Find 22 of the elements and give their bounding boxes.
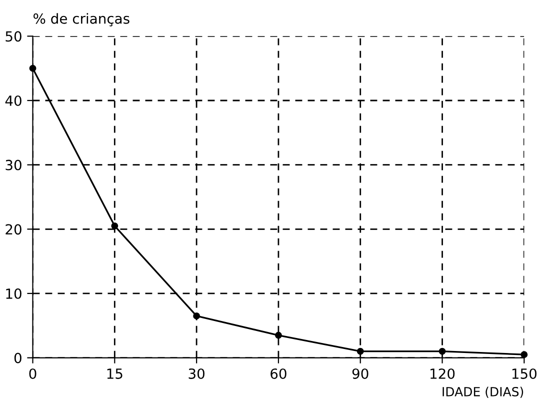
x-tick-label: 60 [270, 368, 286, 379]
x-tick-label: 120 [430, 368, 455, 379]
y-tick-label: 10 [6, 288, 22, 299]
x-tick-label: 150 [512, 368, 536, 379]
y-tick-label: 50 [6, 31, 22, 42]
point [438, 348, 446, 355]
point [193, 312, 200, 320]
x-axis-title: IDADE (DIAS) [442, 386, 524, 398]
y-tick-label: 0 [14, 352, 22, 364]
point [520, 351, 528, 358]
y-axis-title: % de crianças [34, 13, 130, 26]
point [274, 332, 282, 339]
point [29, 64, 36, 72]
point [111, 222, 118, 230]
x-tick-label: 15 [107, 368, 122, 379]
y-tick-label: 30 [6, 160, 22, 170]
x-tick-label: 90 [352, 368, 368, 379]
x-tick-label: 0 [29, 368, 36, 379]
y-tick-label: 40 [5, 95, 22, 106]
point [356, 348, 364, 355]
y-tick-label: 20 [6, 224, 22, 235]
x-tick-label: 30 [188, 368, 204, 379]
